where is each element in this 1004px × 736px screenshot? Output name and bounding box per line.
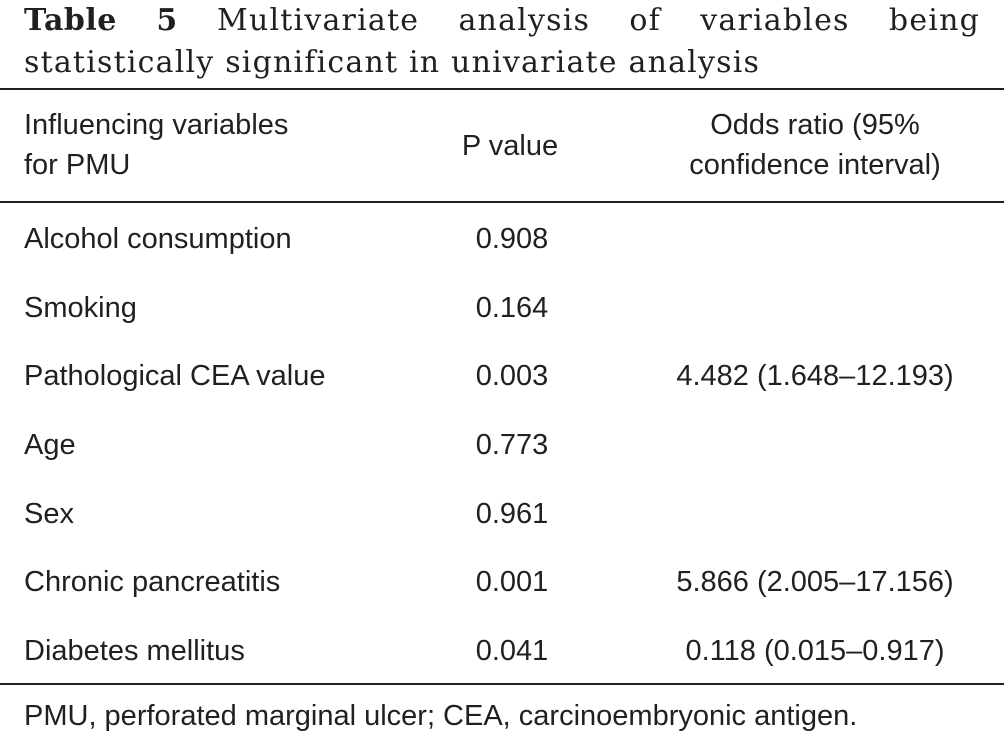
row-odds-ratio: 5.866 (2.005–17.156) bbox=[676, 566, 954, 598]
row-p-value: 0.773 bbox=[475, 429, 549, 461]
table-row: Smoking 0.164 bbox=[0, 288, 1004, 328]
row-variable: Smoking bbox=[24, 292, 137, 324]
header-variable: Influencing variables for PMU bbox=[24, 105, 384, 185]
header-variable-line1: Influencing variables bbox=[24, 109, 289, 141]
row-variable: Diabetes mellitus bbox=[24, 635, 245, 667]
table-row: Chronic pancreatitis 0.001 5.866 (2.005–… bbox=[0, 562, 1004, 602]
table-footnote: PMU, perforated marginal ulcer; CEA, car… bbox=[24, 700, 858, 732]
row-p-value: 0.908 bbox=[475, 223, 549, 255]
row-odds-ratio: 4.482 (1.648–12.193) bbox=[676, 360, 954, 392]
row-odds-ratio: 0.118 (0.015–0.917) bbox=[685, 635, 945, 667]
row-variable: Pathological CEA value bbox=[24, 360, 326, 392]
header-odds-ratio: Odds ratio (95% confidence interval) bbox=[640, 105, 990, 185]
header-odds-ratio-line2: confidence interval) bbox=[689, 149, 941, 181]
table-label: Table 5 bbox=[24, 3, 178, 38]
table-row: Alcohol consumption 0.908 bbox=[0, 219, 1004, 259]
table-row: Pathological CEA value 0.003 4.482 (1.64… bbox=[0, 356, 1004, 396]
table-row: Sex 0.961 bbox=[0, 494, 1004, 534]
row-p-value: 0.001 bbox=[475, 566, 549, 598]
row-p-value: 0.003 bbox=[475, 360, 549, 392]
table-title: Multivariate analysis of variables being… bbox=[24, 3, 981, 80]
top-rule bbox=[0, 88, 1004, 90]
row-variable: Age bbox=[24, 429, 76, 461]
table-row: Age 0.773 bbox=[0, 425, 1004, 465]
table-caption: Table 5 Multivariate analysis of variabl… bbox=[24, 0, 980, 84]
row-variable: Sex bbox=[24, 498, 74, 530]
row-p-value: 0.041 bbox=[475, 635, 549, 667]
header-rule bbox=[0, 201, 1004, 203]
table-row: Diabetes mellitus 0.041 0.118 (0.015–0.9… bbox=[0, 631, 1004, 671]
row-p-value: 0.961 bbox=[475, 498, 549, 530]
row-variable: Alcohol consumption bbox=[24, 223, 292, 255]
header-variable-line2: for PMU bbox=[24, 149, 131, 181]
header-p-value: P value bbox=[461, 130, 559, 162]
header-odds-ratio-line1: Odds ratio (95% bbox=[710, 109, 920, 141]
bottom-rule bbox=[0, 683, 1004, 685]
row-variable: Chronic pancreatitis bbox=[24, 566, 281, 598]
row-p-value: 0.164 bbox=[475, 292, 549, 324]
